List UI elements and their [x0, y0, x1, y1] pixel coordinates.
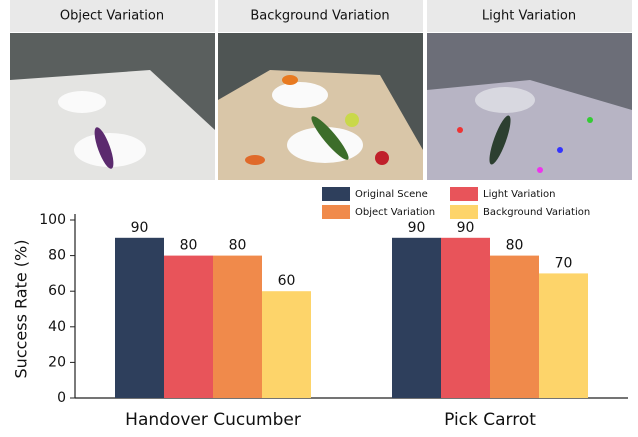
- value-label: 80: [180, 238, 198, 254]
- bar-chart: 0 20 40 60 80 100 Success Rate (%) 90 80 80 60 Hand…: [12, 187, 628, 430]
- plate: [475, 87, 535, 113]
- eggplant: [94, 127, 114, 169]
- bar: [539, 273, 588, 398]
- y-tick-label: 100: [39, 212, 66, 228]
- y-tick-label: 0: [57, 390, 66, 406]
- bar: [392, 237, 441, 398]
- legend-swatch: [322, 205, 350, 219]
- fruit: [345, 113, 359, 127]
- bar: [164, 255, 213, 398]
- y-tick-label: 80: [48, 248, 66, 264]
- y-axis-label: Success Rate (%): [12, 240, 31, 379]
- bar: [441, 237, 490, 398]
- value-label: 60: [278, 273, 296, 289]
- y-tick-label: 40: [48, 319, 66, 335]
- value-label: 90: [408, 220, 426, 236]
- carrot: [245, 155, 265, 165]
- light-spot: [557, 147, 563, 153]
- legend-label: Background Variation: [483, 207, 590, 218]
- fruit: [282, 75, 298, 85]
- value-label: 70: [555, 255, 573, 271]
- fruit: [375, 151, 389, 165]
- plate: [272, 82, 328, 108]
- bar: [490, 255, 539, 398]
- legend-label: Light Variation: [483, 189, 556, 200]
- plate: [58, 91, 106, 113]
- legend-swatch: [450, 205, 478, 219]
- cucumber: [311, 116, 349, 160]
- bar: [115, 237, 164, 398]
- caption: Light Variation: [482, 9, 576, 24]
- legend-swatch: [450, 187, 478, 201]
- bar: [213, 255, 262, 398]
- cucumber: [489, 115, 511, 165]
- caption-bar: [218, 0, 423, 32]
- y-tick-label: 20: [48, 354, 66, 370]
- legend-swatch: [322, 187, 350, 201]
- value-label: 90: [131, 220, 149, 236]
- value-label: 80: [506, 238, 524, 254]
- x-tick-label: Pick Carrot: [444, 410, 536, 430]
- value-label: 80: [229, 238, 247, 254]
- bar: [262, 291, 311, 398]
- light-spot: [537, 167, 543, 173]
- legend-label: Object Variation: [355, 207, 435, 218]
- caption: Object Variation: [60, 9, 164, 24]
- legend-label: Original Scene: [355, 189, 428, 200]
- photo-panels: Object Variation Background Variation Li…: [10, 0, 632, 180]
- light-spot: [457, 127, 463, 133]
- x-tick-label: Handover Cucumber: [125, 410, 301, 430]
- caption-bar: [10, 0, 215, 32]
- y-tick-label: 60: [48, 283, 66, 299]
- caption: Background Variation: [250, 9, 389, 24]
- caption-bar: [427, 0, 632, 32]
- value-label: 90: [457, 220, 475, 236]
- light-spot: [587, 117, 593, 123]
